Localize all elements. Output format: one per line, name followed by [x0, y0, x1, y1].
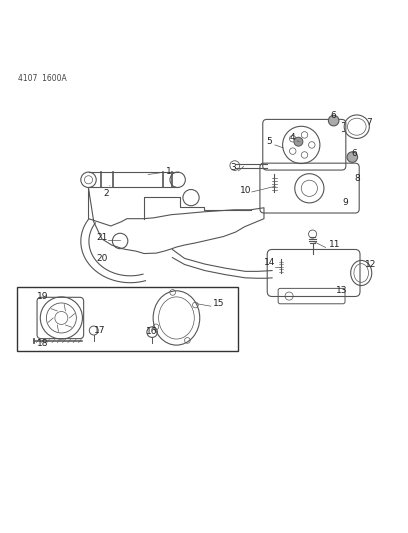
Text: 21: 21 [96, 233, 108, 242]
Circle shape [347, 152, 357, 163]
Text: 6: 6 [351, 149, 357, 158]
Text: 8: 8 [354, 174, 359, 183]
Text: 13: 13 [336, 286, 348, 295]
Text: 20: 20 [96, 254, 108, 263]
Text: 17: 17 [94, 326, 106, 335]
Text: 2: 2 [103, 185, 110, 198]
Text: 15: 15 [213, 299, 225, 308]
Text: 11: 11 [329, 240, 340, 249]
Text: 3: 3 [230, 163, 236, 172]
Text: 18: 18 [37, 338, 49, 348]
Text: 1: 1 [148, 167, 171, 176]
Text: 4: 4 [290, 133, 295, 142]
Text: 9: 9 [342, 198, 348, 207]
Circle shape [294, 137, 303, 146]
Text: 16: 16 [146, 327, 158, 336]
Circle shape [328, 115, 339, 126]
Text: 14: 14 [264, 259, 276, 267]
Text: 12: 12 [364, 260, 376, 269]
Text: 7: 7 [366, 118, 372, 127]
Bar [17, 287, 237, 351]
Text: 5: 5 [267, 137, 273, 146]
Text: 10: 10 [240, 185, 251, 195]
Text: 6: 6 [330, 111, 336, 120]
Text: 4107  1600A: 4107 1600A [18, 74, 67, 83]
Text: 19: 19 [37, 292, 49, 301]
